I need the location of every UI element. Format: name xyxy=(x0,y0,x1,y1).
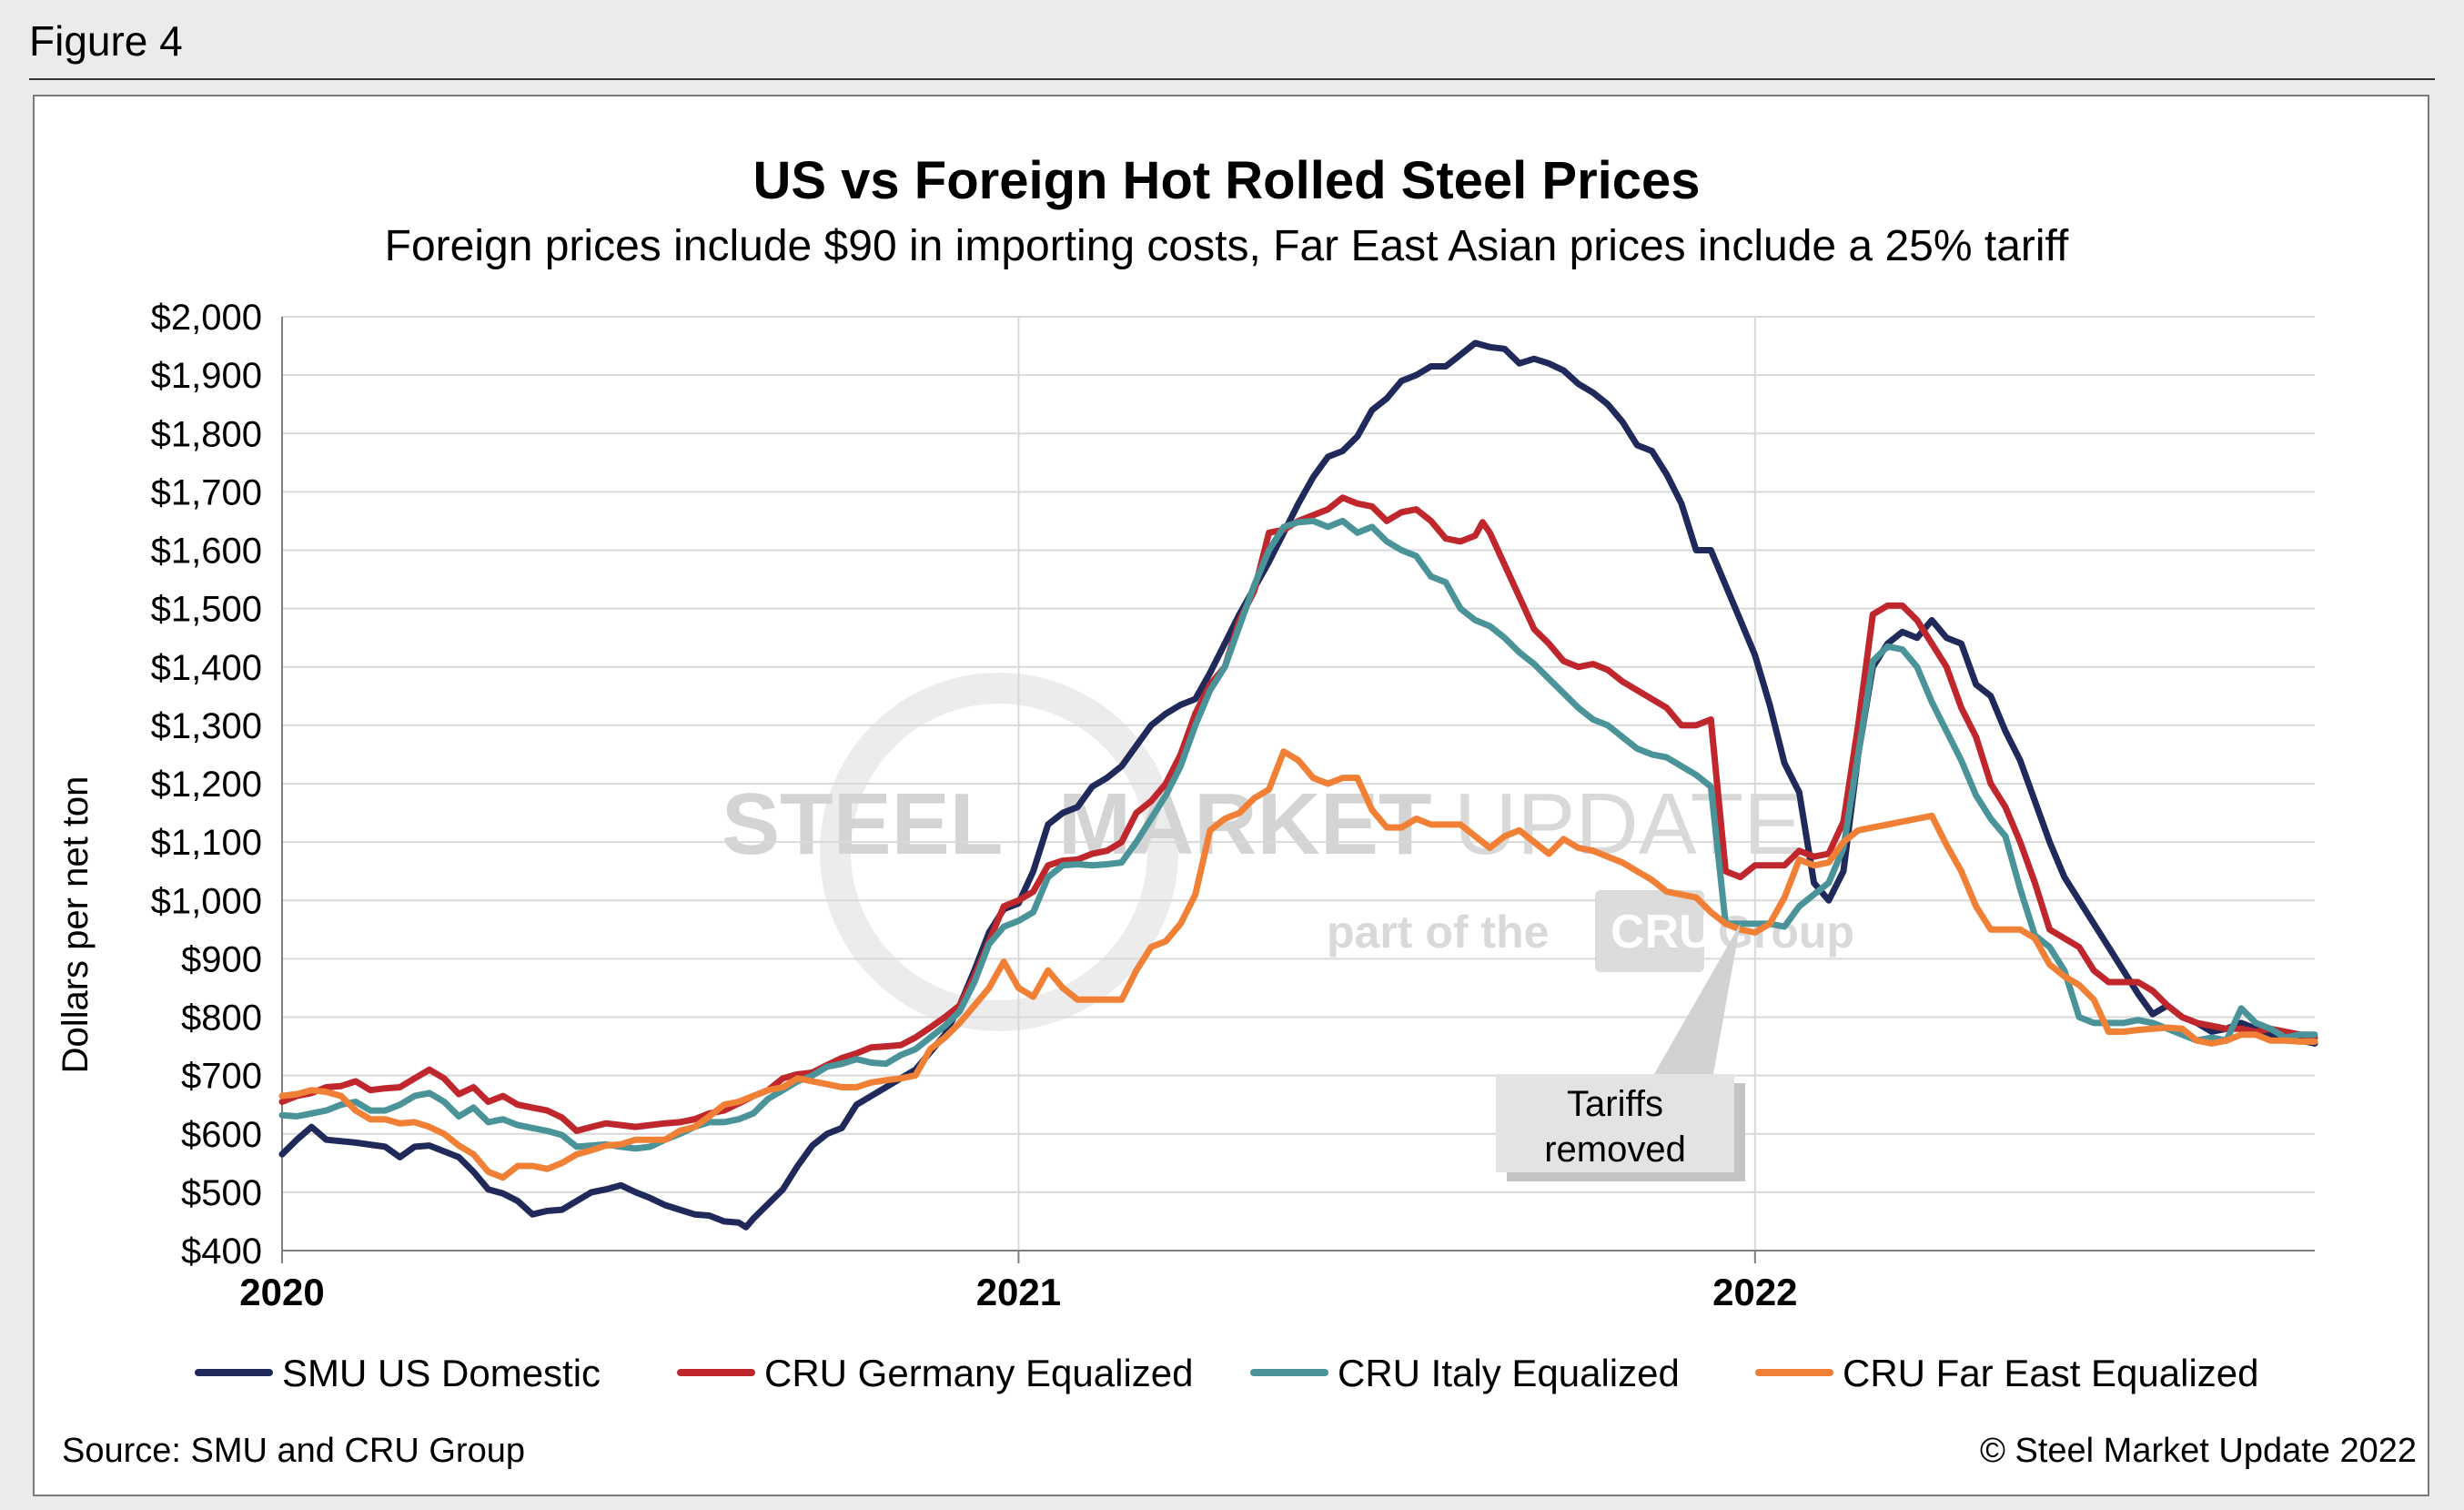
y-tick-label: $400 xyxy=(181,1231,262,1272)
watermark-brand-thin: UPDATE xyxy=(1454,775,1802,873)
line-chart: STEEL MARKET UPDATE part of the CRU Grou… xyxy=(56,151,2417,1470)
y-tick-label: $1,900 xyxy=(151,356,262,396)
legend-label-2: CRU Germany Equalized xyxy=(764,1352,1194,1394)
annotation-pointer xyxy=(1654,923,1741,1074)
series-line-1 xyxy=(278,339,2318,1231)
y-gridlines xyxy=(282,316,2315,1193)
annotation-line-2: removed xyxy=(1544,1130,1686,1170)
watermark-cru-badge xyxy=(1595,890,1704,972)
y-tick-label: $700 xyxy=(181,1057,262,1097)
watermark-brand-mid: MARKET xyxy=(1058,775,1432,873)
x-axis-ticks: 2020 2021 2022 xyxy=(239,1251,1798,1313)
legend-label-1: SMU US Domestic xyxy=(282,1352,601,1394)
copyright-note: © Steel Market Update 2022 xyxy=(1980,1432,2417,1470)
legend: SMU US Domestic CRU Germany Equalized CRU … xyxy=(195,1352,2259,1394)
chart-panel: STEEL MARKET UPDATE part of the CRU Grou… xyxy=(33,95,2429,1496)
y-tick-label: $1,000 xyxy=(151,881,262,921)
watermark-logo-ring xyxy=(820,673,1178,1031)
y-tick-label: $1,800 xyxy=(151,414,262,454)
y-tick-label: $500 xyxy=(181,1173,262,1213)
y-tick-label: $900 xyxy=(181,939,262,979)
y-tick-label: $800 xyxy=(181,998,262,1039)
y-tick-label: $2,000 xyxy=(151,298,262,338)
series-lines xyxy=(278,339,2318,1231)
annotation-callout: Tariffs removed xyxy=(1496,923,1745,1181)
figure-label: Figure 4 xyxy=(29,17,183,65)
watermark: STEEL MARKET UPDATE part of the CRU Grou… xyxy=(722,673,1854,1031)
x-tick-label: 2022 xyxy=(1712,1271,1797,1313)
y-tick-label: $600 xyxy=(181,1115,262,1155)
y-tick-label: $1,400 xyxy=(151,648,262,688)
x-tick-label: 2021 xyxy=(976,1271,1061,1313)
watermark-tagline-pre: part of the xyxy=(1327,907,1549,958)
figure-divider xyxy=(29,78,2435,80)
legend-label-3: CRU Italy Equalized xyxy=(1338,1352,1680,1394)
series-line-4 xyxy=(278,748,2318,1181)
watermark-brand-bold: STEEL xyxy=(722,775,1003,873)
y-axis-label: Dollars per net ton xyxy=(56,776,96,1074)
chart-title: US vs Foreign Hot Rolled Steel Prices xyxy=(752,151,1700,210)
chart-subtitle: Foreign prices include $90 in importing … xyxy=(385,222,2069,270)
watermark-tagline-logo: CRU xyxy=(1611,906,1713,958)
y-tick-label: $1,200 xyxy=(151,765,262,805)
y-tick-label: $1,100 xyxy=(151,823,262,863)
series-line-2 xyxy=(278,494,2318,1134)
source-note: Source: SMU and CRU Group xyxy=(62,1432,525,1470)
x-gridlines xyxy=(1017,317,1756,1251)
y-tick-label: $1,600 xyxy=(151,532,262,572)
annotation-box xyxy=(1496,1074,1734,1172)
y-axis-ticks: $400 $500 $600 $700 $800 $900 $1,000 $1,100 $1,2… xyxy=(151,298,262,1272)
annotation-line-1: Tariffs xyxy=(1567,1084,1663,1124)
legend-label-4: CRU Far East Equalized xyxy=(1843,1352,2259,1394)
y-tick-label: $1,300 xyxy=(151,706,262,746)
x-tick-label: 2020 xyxy=(239,1271,324,1313)
y-tick-label: $1,700 xyxy=(151,472,262,512)
y-tick-label: $1,500 xyxy=(151,590,262,630)
